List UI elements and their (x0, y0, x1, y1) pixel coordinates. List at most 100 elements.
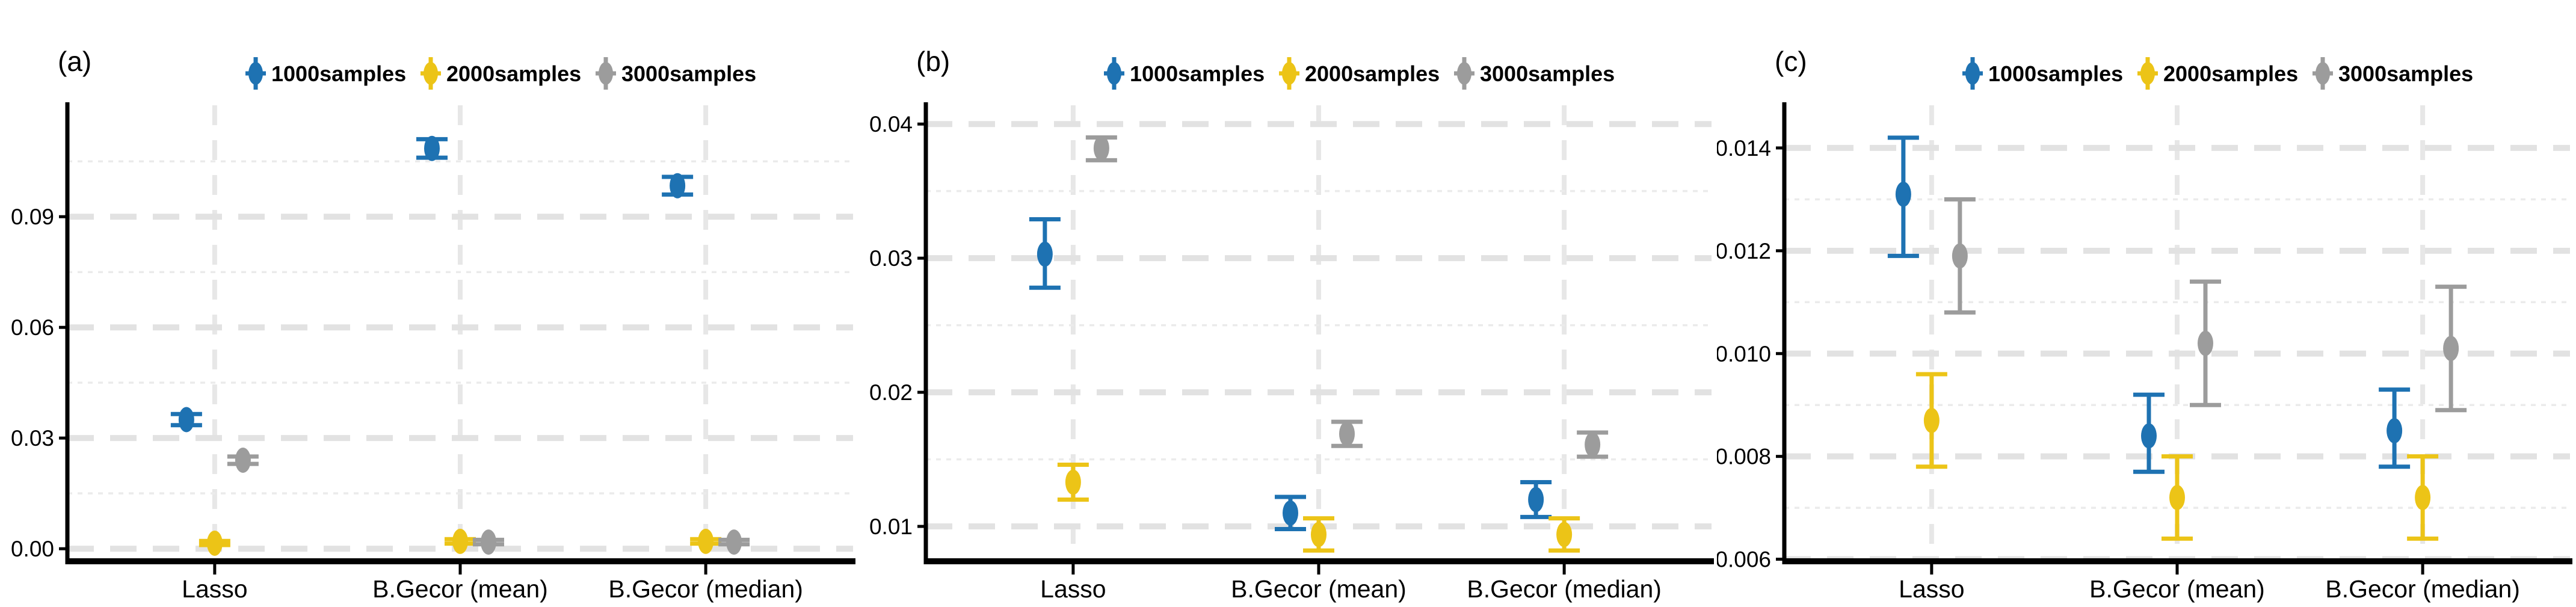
data-point (2141, 423, 2157, 449)
data-point (2169, 485, 2185, 511)
pointrange-2000samples-B-Gecor-mean- (445, 528, 476, 554)
y-tick-label: 0.06 (11, 315, 54, 340)
legend-label: 2000samples (446, 61, 581, 86)
y-tick-label: 0.006 (1717, 547, 1771, 572)
legend-label: 2000samples (1305, 61, 1440, 86)
data-point (206, 530, 223, 556)
y-tick-label: 0.03 (11, 426, 54, 451)
legend-label: 1000samples (1130, 61, 1265, 86)
y-tick-label: 0.03 (869, 246, 913, 271)
x-category-label: Lasso (1040, 575, 1106, 603)
panel-svg: 0.006 0.008 0.010 0.012 0.014 Lasso B.Gecor (m… (1717, 46, 2572, 603)
data-point (1339, 421, 1355, 447)
y-tick-label: 0.09 (11, 205, 54, 229)
data-point (1528, 487, 1544, 513)
data-point (2386, 418, 2403, 443)
legend-item: 1000samples (1104, 57, 1265, 90)
data-point (235, 447, 251, 473)
legend-item: 2000samples (421, 57, 581, 90)
legend-point-icon (248, 62, 263, 85)
legend-item: 2000samples (2137, 57, 2298, 90)
legend-item: 1000samples (245, 57, 406, 90)
panel-svg: 0.01 0.02 0.03 0.04 Lasso B.Gecor (mean) B.Gec… (869, 46, 1714, 603)
pointrange-3000samples-Lasso (227, 447, 259, 473)
pointrange-2000samples-B-Gecor-median- (690, 528, 722, 554)
y-tick-label: 0.04 (869, 112, 913, 137)
legend-label: 1000samples (1988, 61, 2123, 86)
legend-point-icon (2140, 62, 2155, 85)
pointrange-2000samples-Lasso (1915, 372, 1947, 469)
pointrange-1000samples-Lasso (1887, 135, 1919, 258)
data-point (670, 173, 686, 199)
pointrange-1000samples-Lasso (170, 407, 202, 433)
pointrange-2000samples-B-Gecor-median- (1548, 516, 1580, 553)
legend-point-icon (1282, 62, 1296, 85)
y-tick-label: 0.008 (1717, 445, 1771, 469)
panel-letter: (c) (1775, 46, 1807, 77)
y-tick-label: 0.01 (869, 514, 913, 539)
data-point (1065, 469, 1081, 495)
data-point (1283, 500, 1298, 526)
y-tick-label: 0.014 (1717, 136, 1771, 161)
panel-c: 0.006 0.008 0.010 0.012 0.014 Lasso B.Gecor (m… (1717, 0, 2575, 607)
legend-item: 3000samples (596, 57, 756, 90)
pointrange-3000samples-B-Gecor-mean- (2190, 279, 2221, 407)
pointrange-3000samples-B-Gecor-mean- (1331, 419, 1363, 448)
pointrange-1000samples-B-Gecor-median- (662, 173, 694, 199)
legend-label: 2000samples (2163, 61, 2298, 86)
legend-point-icon (1107, 62, 1121, 85)
y-tick-label: 0.010 (1717, 342, 1771, 366)
y-tick-label: 0.00 (11, 537, 54, 561)
data-point (2198, 330, 2213, 356)
data-point (178, 407, 194, 433)
pointrange-3000samples-B-Gecor-median- (2435, 285, 2467, 413)
pointrange-1000samples-B-Gecor-mean- (416, 135, 448, 161)
pointrange-1000samples-B-Gecor-median- (2379, 387, 2411, 469)
legend-item: 1000samples (1962, 57, 2123, 90)
legend-item: 3000samples (2313, 57, 2473, 90)
data-point (1895, 181, 1911, 207)
panel-letter: (b) (916, 46, 950, 77)
y-tick-label: 0.012 (1717, 239, 1771, 263)
x-category-label: B.Gecor (median) (608, 575, 803, 603)
pointrange-2000samples-B-Gecor-median- (2407, 454, 2439, 541)
data-point (698, 528, 714, 554)
pointrange-3000samples-B-Gecor-median- (1577, 430, 1609, 459)
data-point (1923, 407, 1940, 433)
legend-point-icon (424, 62, 438, 85)
data-point (1556, 522, 1573, 547)
x-category-label: Lasso (182, 575, 247, 603)
legend-point-icon (2316, 62, 2330, 85)
legend-point-icon (1965, 62, 1980, 85)
legend-item: 2000samples (1279, 57, 1440, 90)
pointrange-3000samples-B-Gecor-mean- (473, 529, 504, 555)
legend-item: 3000samples (1454, 57, 1615, 90)
legend-point-icon (599, 62, 613, 85)
pointrange-1000samples-Lasso (1029, 217, 1061, 290)
pointrange-2000samples-Lasso (199, 530, 230, 556)
panel-svg: 0.00 0.03 0.06 0.09 Lasso B.Gecor (mean) B.Gec… (11, 46, 855, 603)
legend-label: 1000samples (271, 61, 406, 86)
data-point (1585, 432, 1601, 458)
y-tick-label: 0.02 (869, 380, 913, 405)
x-category-label: B.Gecor (mean) (1231, 575, 1407, 603)
data-point (424, 135, 440, 161)
pointrange-1000samples-B-Gecor-mean- (1275, 495, 1306, 531)
pointrange-2000samples-B-Gecor-mean- (2162, 454, 2193, 541)
pointrange-3000samples-Lasso (1085, 135, 1117, 162)
data-point (2415, 485, 2431, 511)
pointrange-3000samples-Lasso (1944, 197, 1976, 315)
x-category-label: B.Gecor (mean) (372, 575, 548, 603)
data-point (1311, 522, 1327, 547)
panel-a: 0.00 0.03 0.06 0.09 Lasso B.Gecor (mean) B.Gec… (0, 0, 858, 607)
data-point (1037, 241, 1053, 267)
legend-label: 3000samples (1480, 61, 1615, 86)
data-point (481, 529, 496, 555)
legend-label: 3000samples (621, 61, 756, 86)
x-category-label: Lasso (1899, 575, 1964, 603)
pointrange-1000samples-B-Gecor-median- (1520, 479, 1552, 519)
pointrange-2000samples-B-Gecor-mean- (1303, 516, 1334, 553)
data-point (726, 529, 742, 555)
pointrange-1000samples-B-Gecor-mean- (2133, 392, 2165, 474)
